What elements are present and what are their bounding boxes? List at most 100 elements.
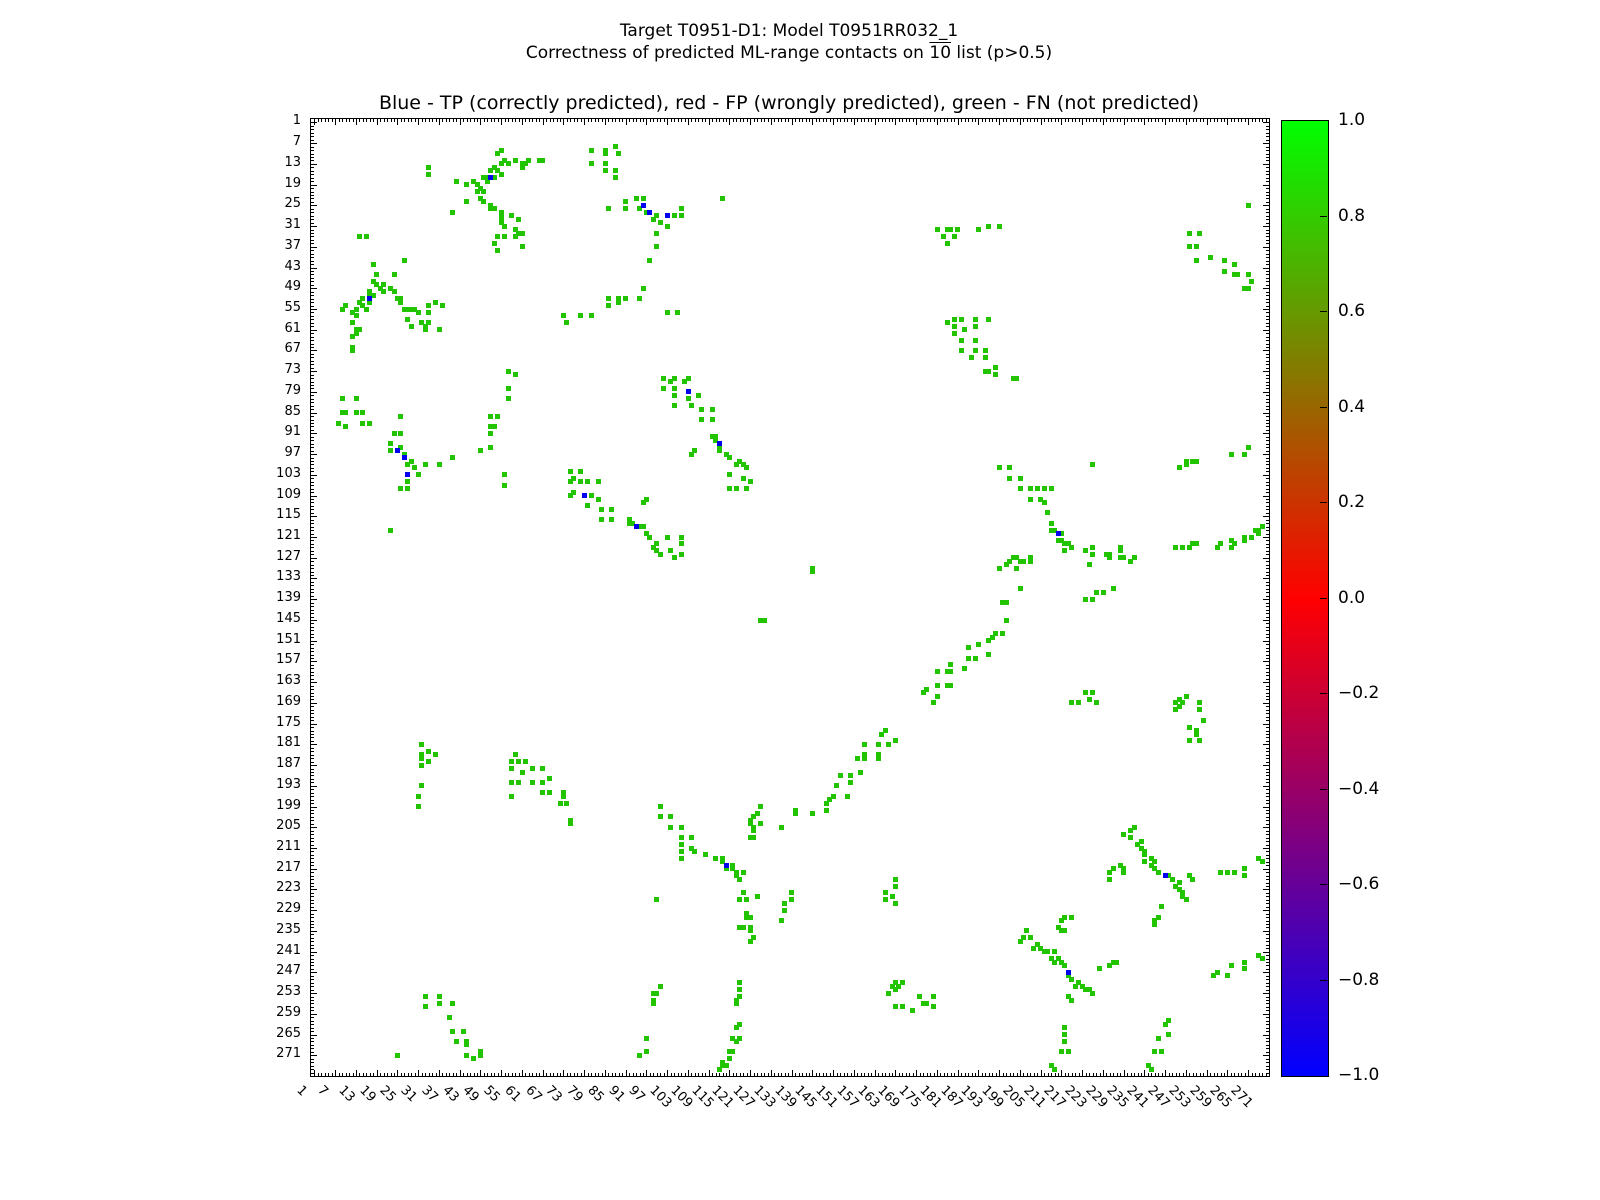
minor-tick (671, 119, 672, 122)
data-point (481, 199, 487, 205)
minor-tick (353, 1073, 354, 1076)
data-point (654, 541, 660, 547)
minor-tick (1266, 789, 1269, 790)
data-point (861, 741, 867, 747)
data-point (958, 337, 964, 343)
major-tick (1248, 1070, 1249, 1076)
minor-tick (311, 461, 314, 462)
minor-tick (373, 119, 374, 122)
minor-tick (1266, 485, 1269, 486)
major-tick (311, 392, 317, 393)
minor-tick (539, 119, 540, 122)
minor-tick (1172, 119, 1173, 122)
minor-tick (1266, 198, 1269, 199)
minor-tick (1023, 119, 1024, 122)
data-point (893, 987, 898, 993)
data-point (1187, 244, 1192, 250)
data-point (1052, 949, 1058, 955)
y-axis-tick-label: 181 (276, 735, 301, 751)
data-point (640, 285, 646, 291)
minor-tick (311, 395, 314, 396)
minor-tick (1155, 1073, 1156, 1076)
major-tick (311, 454, 317, 455)
data-point (367, 420, 373, 426)
major-tick (418, 1070, 419, 1076)
minor-tick (1255, 119, 1256, 122)
minor-tick (311, 665, 314, 666)
data-point (1010, 555, 1016, 561)
minor-tick (311, 540, 314, 541)
major-tick (1263, 1014, 1269, 1015)
data-point (996, 223, 1002, 229)
minor-tick (1266, 938, 1269, 939)
data-point (740, 462, 746, 467)
data-point (993, 631, 999, 637)
data-point (464, 182, 470, 188)
minor-tick (1266, 502, 1269, 503)
minor-tick (1266, 817, 1269, 818)
major-tick (584, 1070, 585, 1076)
data-point (1062, 541, 1068, 547)
data-point (1148, 855, 1154, 861)
major-tick (709, 1070, 710, 1076)
minor-tick (449, 119, 450, 122)
minor-tick (1075, 119, 1076, 122)
y-axis-tick-label: 1 (292, 113, 301, 129)
minor-tick (1266, 136, 1269, 137)
minor-tick (619, 1073, 620, 1076)
data-point (965, 655, 971, 661)
minor-tick (311, 921, 314, 922)
minor-tick (508, 119, 509, 122)
minor-tick (636, 1073, 637, 1076)
data-point (360, 410, 366, 416)
major-tick (688, 1070, 689, 1076)
major-tick (311, 848, 317, 849)
data-point (848, 772, 853, 778)
data-point (931, 994, 936, 999)
major-tick (1263, 641, 1269, 642)
minor-tick (975, 1073, 976, 1076)
major-tick (1263, 578, 1269, 579)
minor-tick (774, 1073, 775, 1076)
data-point (747, 928, 753, 934)
data-point (588, 493, 594, 499)
data-point (664, 223, 670, 229)
minor-tick (1266, 820, 1269, 821)
data-point (699, 406, 705, 412)
minor-tick (1266, 1007, 1269, 1008)
data-point (640, 500, 646, 505)
y-axis-tick-label: 265 (276, 1025, 301, 1041)
minor-tick (653, 1073, 654, 1076)
minor-tick (311, 444, 314, 445)
data-point (505, 161, 511, 167)
data-point (1052, 959, 1058, 965)
minor-tick (982, 1073, 983, 1076)
minor-tick (567, 119, 568, 122)
data-point (924, 686, 930, 692)
data-point (1207, 254, 1213, 260)
major-tick (978, 1070, 979, 1076)
minor-tick (1266, 841, 1269, 842)
minor-tick (1058, 1073, 1059, 1076)
major-tick (1263, 1035, 1269, 1036)
minor-tick (1193, 119, 1194, 122)
minor-tick (1266, 720, 1269, 721)
data-point (982, 348, 988, 353)
minor-tick (311, 534, 314, 535)
major-tick (958, 119, 959, 125)
data-point (581, 493, 587, 499)
minor-tick (840, 119, 841, 122)
minor-tick (1266, 160, 1269, 161)
data-point (1062, 1039, 1068, 1044)
minor-tick (311, 264, 314, 265)
minor-tick (1100, 119, 1101, 122)
minor-tick (532, 119, 533, 122)
minor-tick (892, 119, 893, 122)
data-point (747, 817, 753, 823)
major-tick (356, 1070, 357, 1076)
minor-tick (657, 1073, 658, 1076)
data-point (720, 859, 726, 865)
minor-tick (1266, 140, 1269, 141)
data-point (754, 893, 760, 899)
minor-tick (1255, 1073, 1256, 1076)
